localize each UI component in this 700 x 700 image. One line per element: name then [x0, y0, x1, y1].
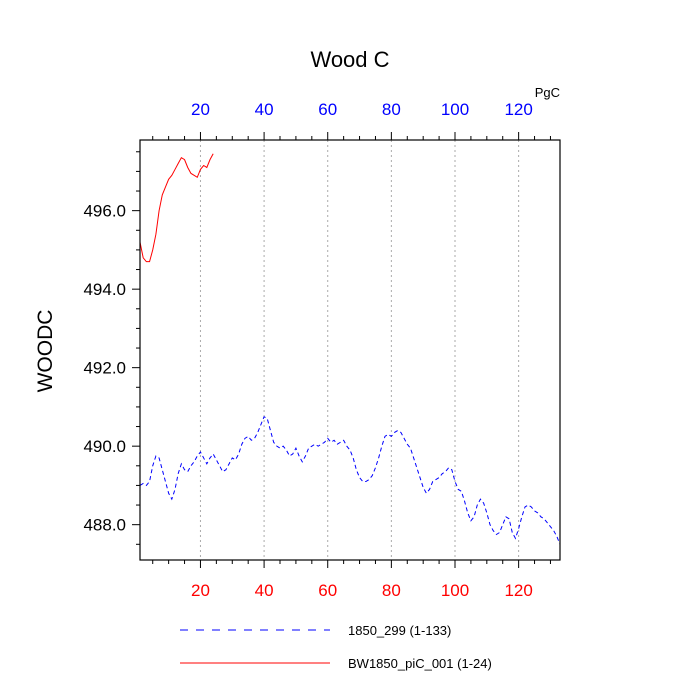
x-tick-label-bottom: 80 [382, 581, 401, 600]
y-tick-label: 496.0 [83, 202, 126, 221]
y-tick-labels: 488.0 490.0 492.0 494.0 496.0 [83, 202, 126, 535]
x-tick-label-top: 80 [382, 100, 401, 119]
y-tick-label: 490.0 [83, 437, 126, 456]
x-tick-label-bottom: 120 [504, 581, 532, 600]
series-line-1 [139, 153, 214, 263]
plot-frame [139, 139, 561, 561]
x-tick-label-bottom: 100 [441, 581, 469, 600]
x-tick-label-bottom: 20 [191, 581, 210, 600]
units-label: PgC [535, 85, 560, 100]
x-tick-label-top: 40 [255, 100, 274, 119]
axis-ticks [132, 132, 551, 568]
x-tick-label-top: 100 [441, 100, 469, 119]
legend-label-bw1850-pic-001: BW1850_piC_001 (1-24) [348, 656, 492, 671]
y-tick-label: 492.0 [83, 359, 126, 378]
y-axis-label: WOODC [34, 310, 57, 393]
x-tick-label-top: 120 [504, 100, 532, 119]
x-tick-label-bottom: 40 [255, 581, 274, 600]
series-lines [139, 153, 561, 545]
x-tick-labels-top: 20 40 60 80 100 120 [191, 100, 533, 119]
x-tick-label-top: 60 [318, 100, 337, 119]
series-line-0 [139, 415, 561, 545]
y-tick-label: 488.0 [83, 516, 126, 535]
x-tick-labels-bottom: 20 40 60 80 100 120 [191, 581, 533, 600]
x-tick-label-top: 20 [191, 100, 210, 119]
grid-lines [199, 140, 520, 560]
chart-title: Wood C [310, 47, 389, 72]
y-tick-label: 494.0 [83, 280, 126, 299]
legend: 1850_299 (1-133) BW1850_piC_001 (1-24) [180, 623, 492, 671]
legend-label-1850-299: 1850_299 (1-133) [348, 623, 451, 638]
x-tick-label-bottom: 60 [318, 581, 337, 600]
